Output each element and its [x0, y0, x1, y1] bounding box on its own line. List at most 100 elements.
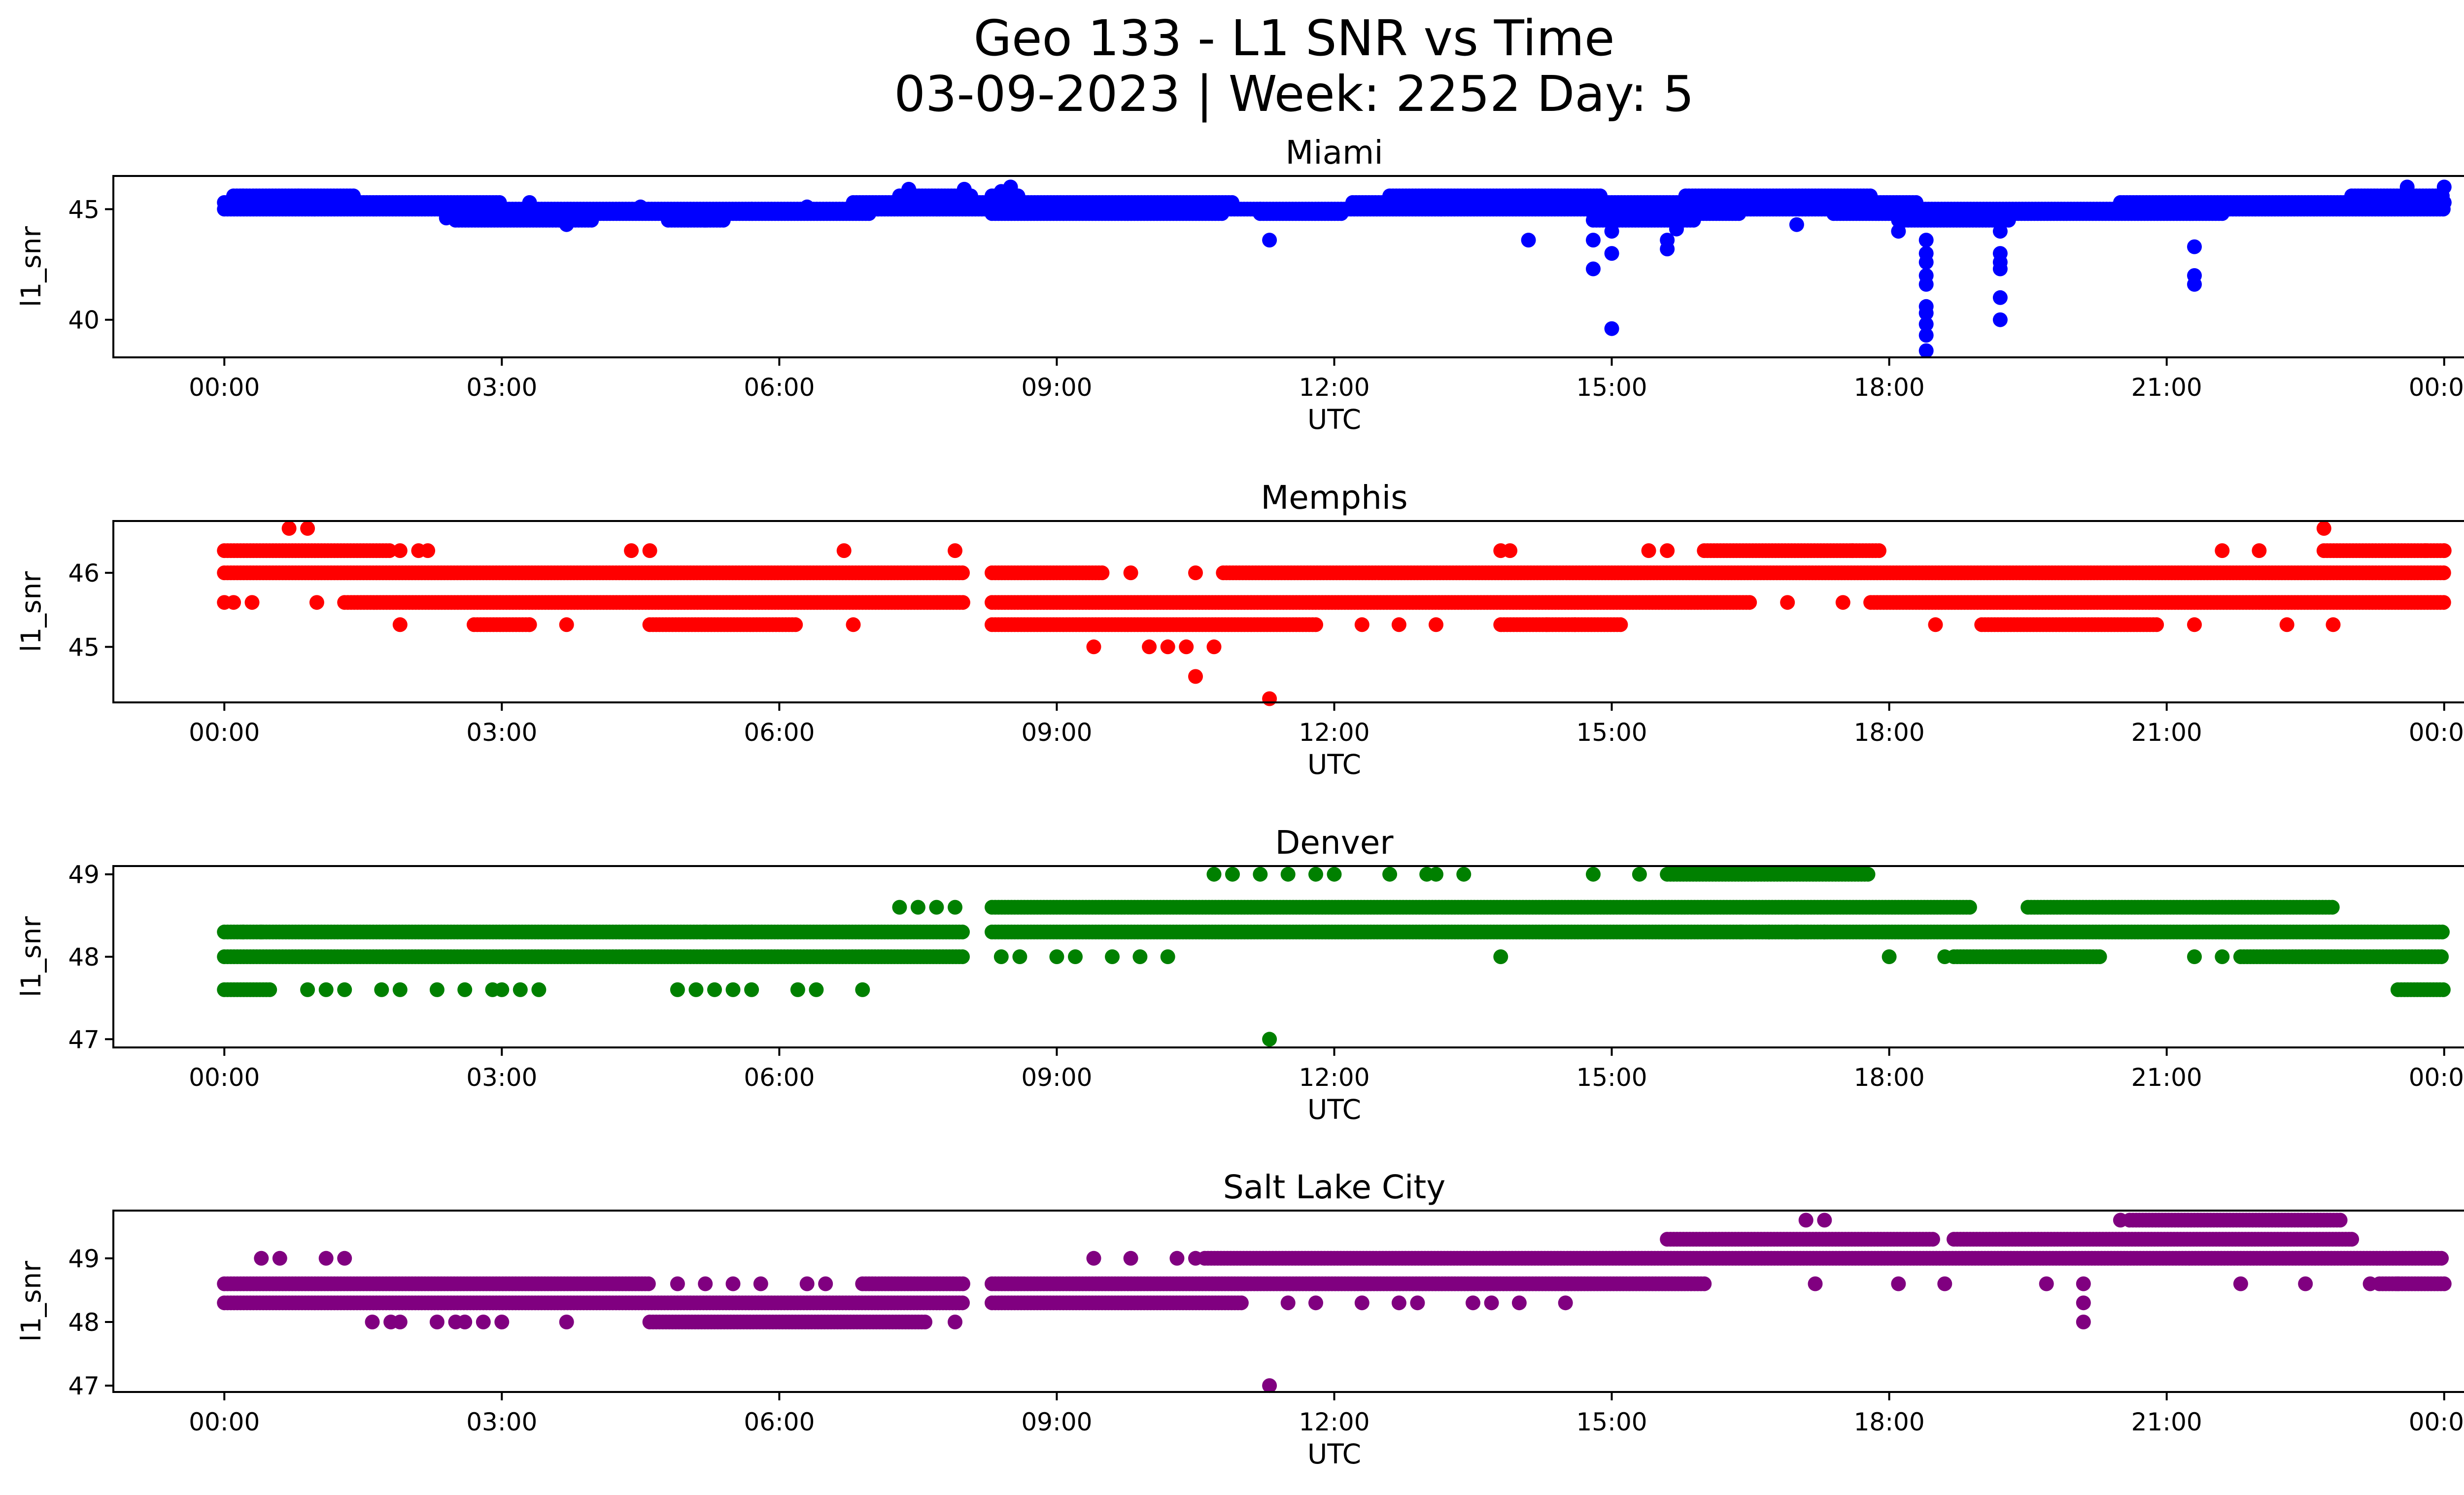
miami-point — [1789, 217, 1804, 232]
miami-y-axis-label: l1_snr — [15, 226, 47, 307]
memphis-point — [1308, 617, 1323, 632]
miami-x-axis-label: UTC — [1307, 404, 1361, 435]
miami-x-tick-label: 09:00 — [1021, 373, 1092, 402]
memphis-point — [1928, 617, 1943, 632]
memphis-y-tick-label: 46 — [68, 559, 100, 588]
memphis-point — [846, 617, 861, 632]
memphis-point — [1429, 617, 1443, 632]
miami-x-tick-label: 12:00 — [1299, 373, 1369, 402]
memphis-point — [955, 595, 970, 610]
miami-point — [957, 181, 972, 197]
memphis-point — [1142, 639, 1157, 655]
miami-point — [1604, 224, 1619, 239]
denver-title: Denver — [1275, 824, 1394, 862]
miami-x-tick-label: 18:00 — [1854, 373, 1925, 402]
miami-point — [920, 190, 935, 206]
miami-point — [633, 199, 648, 214]
memphis-point — [1188, 669, 1203, 684]
memphis-y-axis-label: l1_snr — [15, 571, 47, 652]
miami-point — [1992, 224, 2008, 239]
miami-point — [716, 212, 731, 228]
miami-point — [1253, 202, 1268, 217]
memphis-point — [1188, 565, 1203, 581]
memphis-x-tick-label: 06:00 — [744, 718, 815, 747]
memphis-point — [788, 617, 803, 632]
miami-point — [1918, 268, 1934, 283]
miami-point — [1731, 206, 1746, 221]
miami-points — [217, 179, 2452, 358]
memphis-point — [1262, 691, 1277, 706]
memphis-point — [2326, 617, 2341, 632]
memphis-points — [217, 521, 2452, 706]
miami-point — [1521, 233, 1536, 248]
memphis-point — [2436, 543, 2452, 558]
memphis-x-tick-label: 03:00 — [466, 718, 537, 747]
miami-y-tick-label: 45 — [68, 195, 100, 224]
memphis-point — [226, 595, 241, 610]
miami-point — [1891, 224, 1906, 239]
figure-title-line-2: 03-09-2023 | Week: 2252 Day: 5 — [894, 65, 1694, 123]
memphis-point — [559, 617, 574, 632]
denver-points — [217, 867, 2451, 1047]
miami-x-tick-label: 06:00 — [744, 373, 815, 402]
miami-x-tick-label: 03:00 — [466, 373, 537, 402]
denver-point — [1860, 867, 1876, 882]
miami-point — [2215, 206, 2230, 221]
miami-point — [1918, 316, 1934, 332]
miami-point — [1660, 208, 1675, 223]
memphis-point — [2436, 565, 2451, 581]
miami-point — [1214, 206, 1230, 221]
miami-point — [1003, 179, 1018, 195]
miami-point — [861, 206, 877, 221]
memphis-point — [1567, 617, 1582, 632]
memphis-point — [2418, 543, 2433, 558]
memphis-x-tick-label: 09:00 — [1021, 718, 1092, 747]
miami-point — [1334, 206, 1349, 221]
memphis-point — [642, 543, 657, 558]
memphis-point — [1179, 639, 1194, 655]
memphis-point — [244, 595, 260, 610]
memphis-point — [624, 543, 639, 558]
miami-point — [1918, 246, 1934, 261]
memphis-point — [392, 543, 408, 558]
figure-title-line-1: Geo 133 - L1 SNR vs Time — [974, 9, 1615, 67]
memphis-x-tick-label: 21:00 — [2131, 718, 2202, 747]
memphis-point — [1780, 595, 1795, 610]
miami-point — [2187, 239, 2202, 254]
memphis-point — [309, 595, 324, 610]
miami-point — [1918, 343, 1934, 358]
miami-point — [1604, 321, 1619, 336]
miami-point — [1660, 233, 1675, 248]
miami-point — [1918, 299, 1934, 314]
memphis-axes-frame — [112, 520, 2464, 703]
miami-point — [2436, 179, 2452, 195]
memphis-point — [1613, 617, 1628, 632]
memphis-point — [1742, 595, 1757, 610]
miami-point — [1992, 312, 2008, 327]
memphis-point — [2279, 617, 2294, 632]
miami-point — [584, 212, 599, 228]
memphis-point — [1845, 543, 1860, 558]
memphis-point — [1872, 543, 1886, 558]
miami-y-tick-label: 40 — [68, 306, 100, 335]
miami-point — [799, 199, 815, 214]
miami-point — [2436, 195, 2452, 210]
miami-x-tick-label: 21:00 — [2131, 373, 2202, 402]
miami-point — [1604, 246, 1619, 261]
memphis-point — [2215, 543, 2230, 558]
memphis-point — [1641, 543, 1656, 558]
memphis-point — [1391, 617, 1406, 632]
memphis-x-axis-label: UTC — [1307, 749, 1361, 780]
memphis-point — [1160, 639, 1175, 655]
miami-point — [291, 188, 306, 204]
memphis-point — [948, 543, 962, 558]
miami-x-tick-label: 15:00 — [1576, 373, 1647, 402]
miami-point — [522, 195, 537, 210]
miami-point — [901, 181, 917, 197]
memphis-x-tick-label: 12:00 — [1299, 718, 1369, 747]
memphis-point — [392, 617, 408, 632]
memphis-title: Memphis — [1261, 479, 1407, 517]
